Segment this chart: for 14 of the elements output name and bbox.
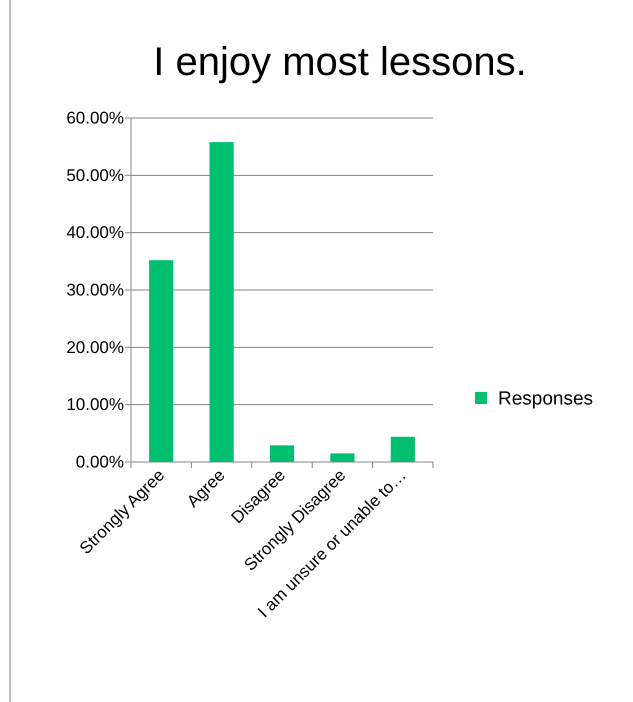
y-tick-label: 30.00% xyxy=(66,280,124,300)
bar xyxy=(210,142,234,462)
y-tick-label: 20.00% xyxy=(66,338,124,357)
bar xyxy=(149,260,174,462)
bar xyxy=(390,436,415,462)
chart-title: I enjoy most lessons. xyxy=(153,40,527,84)
y-tick-label: 40.00% xyxy=(66,223,124,242)
y-tick-label: 0.00% xyxy=(76,452,124,472)
bar xyxy=(270,445,294,462)
y-tick-label: 60.00% xyxy=(66,108,124,128)
bar xyxy=(330,453,354,462)
y-tick-label: 50.00% xyxy=(66,166,124,185)
y-tick-label: 10.00% xyxy=(66,395,124,414)
legend-label: Responses xyxy=(498,388,594,410)
